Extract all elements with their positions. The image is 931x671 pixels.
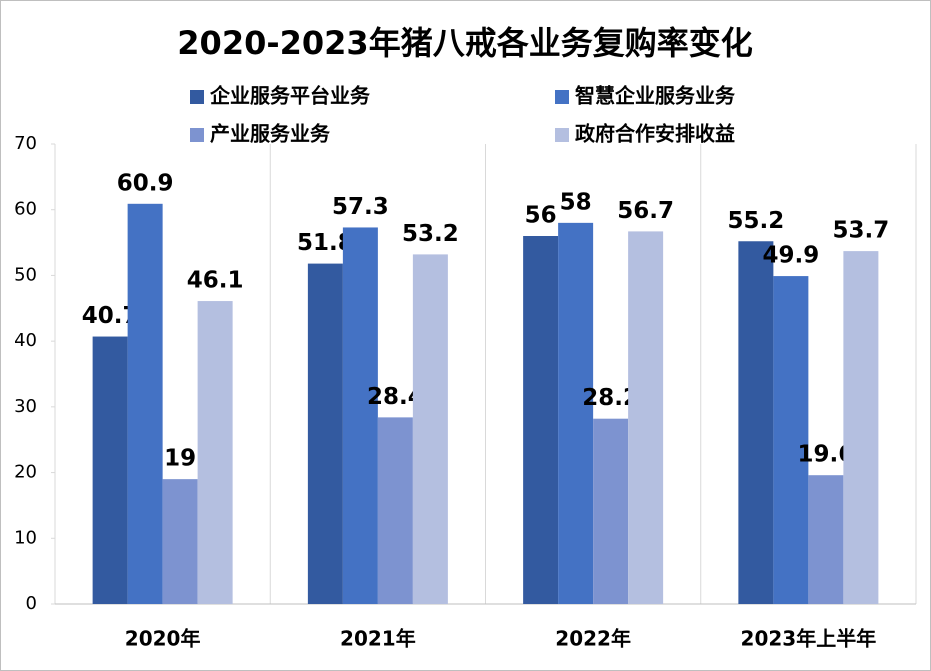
legend-label: 智慧企业服务业务 bbox=[575, 84, 736, 108]
legend-swatch bbox=[190, 128, 204, 142]
bar bbox=[197, 301, 233, 604]
value-label: 57.3 bbox=[332, 194, 389, 220]
value-label: 49.9 bbox=[763, 243, 820, 269]
y-tick-label: 60 bbox=[14, 199, 37, 220]
chart-title: 2020-2023年猪八戒各业务复购率变化 bbox=[177, 24, 752, 62]
value-label: 58 bbox=[560, 189, 592, 215]
x-tick-label: 2023年上半年 bbox=[741, 627, 877, 651]
y-tick-label: 40 bbox=[14, 330, 37, 351]
bar bbox=[307, 263, 343, 604]
x-tick-label: 2020年 bbox=[125, 627, 201, 651]
legend-swatch bbox=[555, 90, 569, 104]
y-tick-label: 0 bbox=[26, 593, 37, 614]
legend-label: 政府合作安排收益 bbox=[575, 122, 735, 146]
bar bbox=[808, 475, 844, 604]
bar bbox=[342, 227, 378, 604]
bar bbox=[127, 203, 163, 605]
x-tick-label: 2022年 bbox=[555, 627, 631, 651]
x-tick-label: 2021年 bbox=[340, 627, 416, 651]
legend-swatch bbox=[190, 90, 204, 104]
legend-label: 产业服务业务 bbox=[210, 122, 331, 146]
y-tick-label: 20 bbox=[14, 462, 37, 483]
value-label: 46.1 bbox=[187, 268, 244, 294]
bar bbox=[377, 417, 413, 604]
bar bbox=[628, 231, 664, 604]
y-tick-label: 30 bbox=[14, 396, 37, 417]
value-label: 53.2 bbox=[402, 221, 459, 247]
legend-label: 企业服务平台业务 bbox=[209, 84, 371, 108]
bar bbox=[558, 222, 594, 604]
value-label: 56 bbox=[525, 203, 557, 229]
bar bbox=[738, 241, 774, 604]
y-tick-label: 50 bbox=[14, 264, 37, 285]
bar bbox=[593, 418, 629, 604]
bar bbox=[162, 479, 198, 604]
bar bbox=[843, 251, 879, 604]
y-tick-label: 10 bbox=[14, 527, 37, 548]
value-label: 60.9 bbox=[117, 170, 174, 196]
value-label: 53.7 bbox=[833, 218, 890, 244]
y-tick-label: 70 bbox=[14, 133, 37, 154]
legend-swatch bbox=[555, 128, 569, 142]
bar bbox=[92, 336, 128, 604]
value-label: 56.7 bbox=[617, 198, 674, 224]
value-label: 55.2 bbox=[728, 208, 785, 234]
bar bbox=[773, 276, 809, 604]
bar bbox=[523, 236, 559, 604]
bar bbox=[412, 254, 448, 604]
value-label: 19 bbox=[164, 446, 196, 472]
